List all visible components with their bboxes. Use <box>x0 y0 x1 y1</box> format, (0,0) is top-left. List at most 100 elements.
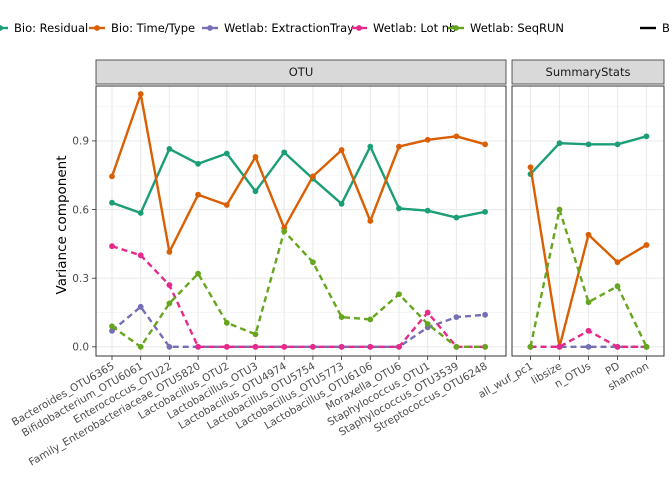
legend-key-point <box>0 25 3 31</box>
data-point-bio-time-type <box>396 143 402 150</box>
legend-item-wetlab-extractiontray: Wetlab: ExtractionTray <box>202 21 354 35</box>
facet-strip-summarystats <box>511 59 665 85</box>
data-point-wetlab-lot-nb <box>281 343 288 350</box>
data-point-bio-residual <box>166 146 173 152</box>
data-point-bio-residual <box>396 205 402 212</box>
series-line-wetlab-seqrun <box>529 208 648 348</box>
data-point-wetlab-lot-nb <box>585 327 592 334</box>
data-point-bio-time-type <box>223 202 230 208</box>
data-point-bio-residual <box>137 210 144 216</box>
panel-otu: OTUBacteroides_OTU6365Bifidobacterium_OT… <box>10 59 507 469</box>
legend-key-point <box>356 25 362 31</box>
legend-key-point <box>207 25 213 31</box>
panel-border <box>95 85 507 357</box>
data-point-wetlab-seqrun <box>643 343 650 350</box>
data-point-wetlab-extractiontray <box>482 311 488 318</box>
data-point-wetlab-seqrun <box>453 343 460 350</box>
data-point-bio-time-type <box>367 218 374 224</box>
panel-border <box>511 85 665 357</box>
data-point-wetlab-seqrun <box>585 299 592 306</box>
data-point-bio-residual <box>223 150 230 157</box>
data-point-bio-time-type <box>137 91 144 97</box>
data-point-wetlab-lot-nb <box>223 343 230 350</box>
y-tick-label: 0.3 <box>72 273 89 285</box>
y-tick-label: 0.0 <box>72 342 89 354</box>
data-point-bio-residual <box>482 208 488 215</box>
facet-strip-otu <box>95 59 507 85</box>
series-line-bio-time-type <box>110 92 486 254</box>
data-point-wetlab-seqrun <box>527 343 534 350</box>
series-line-wetlab-lot-nb <box>111 245 486 348</box>
data-point-wetlab-lot-nb <box>109 243 115 250</box>
data-point-wetlab-seqrun <box>424 321 431 327</box>
data-point-wetlab-lot-nb <box>252 343 259 350</box>
data-point-wetlab-lot-nb <box>166 282 173 288</box>
data-point-wetlab-extractiontray <box>585 343 592 350</box>
data-point-bio-time-type <box>310 173 316 180</box>
data-point-wetlab-lot-nb <box>614 343 621 350</box>
legend-key-point <box>453 25 459 31</box>
data-point-wetlab-lot-nb <box>338 343 345 350</box>
legend-label: Bio: Residual <box>14 21 88 35</box>
data-point-wetlab-seqrun <box>252 331 259 338</box>
data-point-bio-residual <box>453 214 460 221</box>
data-point-bio-time-type <box>109 173 115 180</box>
data-point-wetlab-seqrun <box>109 323 115 330</box>
data-point-bio-time-type <box>252 154 259 160</box>
data-point-bio-residual <box>585 141 592 148</box>
data-point-bio-time-type <box>643 242 650 248</box>
data-point-bio-time-type <box>424 136 431 143</box>
data-point-bio-residual <box>367 143 374 150</box>
data-point-wetlab-seqrun <box>556 206 563 213</box>
data-point-wetlab-lot-nb <box>556 343 563 350</box>
legend-item-wetlab-lot-nb: Wetlab: Lot nb <box>351 21 456 35</box>
legend-label: B <box>662 21 670 35</box>
data-point-wetlab-extractiontray <box>109 327 115 334</box>
data-point-bio-time-type <box>585 231 592 238</box>
data-point-wetlab-lot-nb <box>367 343 374 350</box>
data-point-bio-residual <box>281 149 288 156</box>
data-point-bio-time-type <box>338 147 345 153</box>
legend-key-point <box>94 25 100 31</box>
data-point-wetlab-seqrun <box>310 259 316 266</box>
data-point-wetlab-seqrun <box>367 316 374 323</box>
data-point-wetlab-lot-nb <box>310 343 316 350</box>
legend-item-bio-residual: Bio: Residual <box>0 21 88 35</box>
data-point-bio-residual <box>338 200 345 207</box>
data-point-wetlab-seqrun <box>338 314 345 321</box>
data-point-wetlab-seqrun <box>223 319 230 326</box>
legend-label: Wetlab: ExtractionTray <box>224 21 354 35</box>
facet-strip-label: SummaryStats <box>546 65 631 79</box>
data-point-bio-residual <box>614 141 621 148</box>
data-point-wetlab-seqrun <box>166 300 173 307</box>
legend-item-b: B <box>640 21 670 35</box>
data-point-bio-time-type <box>195 191 202 198</box>
legend-label: Wetlab: Lot nb <box>373 21 456 35</box>
legend-item-bio-time-type: Bio: Time/Type <box>89 21 195 35</box>
y-tick-label: 0.9 <box>72 136 89 148</box>
legend-label: Bio: Time/Type <box>111 21 195 35</box>
data-point-wetlab-seqrun <box>482 343 488 350</box>
data-point-bio-residual <box>424 207 431 214</box>
data-point-bio-time-type <box>482 141 488 148</box>
panel-background <box>96 86 506 356</box>
data-point-bio-time-type <box>614 259 621 266</box>
data-point-wetlab-extractiontray <box>166 343 173 350</box>
legend-item-wetlab-seqrun: Wetlab: SeqRUN <box>448 21 564 35</box>
data-point-wetlab-seqrun <box>396 291 402 298</box>
data-point-wetlab-extractiontray <box>453 314 460 321</box>
data-point-bio-residual <box>643 133 650 140</box>
y-tick-label: 0.6 <box>72 204 89 216</box>
data-point-bio-residual <box>109 199 115 206</box>
data-point-wetlab-seqrun <box>195 270 202 277</box>
data-point-bio-residual <box>252 188 259 195</box>
data-point-bio-time-type <box>527 164 534 171</box>
legend-label: Wetlab: SeqRUN <box>470 21 564 35</box>
y-axis: 0.0 0.3 0.6 0.9 <box>72 136 96 354</box>
facet-strip-label: OTU <box>289 65 314 79</box>
series-line-wetlab-extractiontray <box>111 305 486 348</box>
data-point-bio-time-type <box>453 133 460 140</box>
series-line-wetlab-seqrun <box>111 230 486 348</box>
data-point-wetlab-lot-nb <box>137 252 144 259</box>
